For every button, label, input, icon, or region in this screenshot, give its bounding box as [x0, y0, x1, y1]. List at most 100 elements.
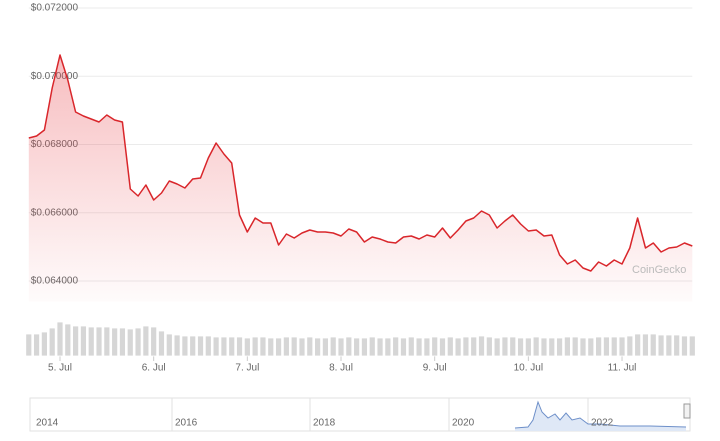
- volume-bar: [361, 337, 368, 357]
- volume-bar: [524, 337, 532, 357]
- volume-bar: [126, 328, 134, 357]
- x-tick-label: 7. Jul: [235, 363, 259, 374]
- watermark: CoinGecko: [632, 264, 686, 276]
- volume-bar: [228, 336, 236, 357]
- volume-bar: [579, 337, 587, 357]
- volume-bar: [337, 337, 345, 357]
- plot: $0.064000$0.066000$0.068000$0.070000$0.0…: [25, 3, 696, 374]
- volume-bar: [220, 336, 228, 357]
- navigator-label: 2014: [36, 418, 59, 429]
- volume-bar: [626, 335, 634, 357]
- volume-bar: [314, 337, 321, 357]
- volume-bar: [423, 337, 431, 357]
- volume-bar: [165, 333, 173, 357]
- volume-bar: [243, 337, 251, 357]
- y-tick-label: $0.072000: [31, 3, 79, 14]
- volume-bar: [368, 336, 376, 357]
- volume-bar: [392, 336, 400, 357]
- volume-bar: [431, 336, 439, 357]
- navigator-area: [515, 402, 686, 431]
- volume-bar: [556, 337, 563, 357]
- volume-bar: [33, 333, 40, 357]
- volume-bar: [345, 336, 353, 357]
- volume-bar: [306, 336, 314, 357]
- volume-bar: [80, 325, 87, 357]
- price-line: [28, 54, 693, 272]
- volume-bar: [415, 337, 423, 357]
- volume-bar: [548, 337, 556, 357]
- price-area: [28, 55, 693, 302]
- volume-bar: [407, 336, 415, 357]
- volume-bar: [329, 336, 337, 357]
- volume-bar: [657, 334, 665, 357]
- navigator: 2014 2016 2018 2020 2022: [29, 397, 691, 432]
- volume-bar: [95, 326, 103, 357]
- volume-bar: [134, 327, 142, 357]
- volume-bar: [649, 333, 657, 357]
- volume-bar: [40, 331, 48, 357]
- volume-bar: [563, 336, 571, 357]
- volume-bar: [665, 334, 673, 357]
- volume-bar: [197, 335, 204, 357]
- volume-bar: [72, 325, 80, 357]
- volume-bar: [150, 326, 158, 357]
- volume-bar: [688, 335, 696, 357]
- volume-bar: [119, 327, 126, 357]
- volume-bar: [540, 337, 548, 357]
- volume-bar: [259, 336, 267, 357]
- volume-bar: [595, 336, 603, 357]
- volume-bar: [353, 337, 361, 357]
- volume-bar: [298, 337, 306, 357]
- volume-bar: [571, 336, 579, 357]
- navigator-handle[interactable]: [683, 403, 691, 419]
- volume-bar: [282, 336, 290, 357]
- volume-bar: [485, 336, 493, 357]
- volume-bar: [634, 333, 642, 357]
- volume-bar: [509, 336, 517, 357]
- volume-bar: [478, 335, 485, 357]
- volume-bar: [181, 335, 189, 357]
- volume-bar: [454, 337, 462, 357]
- volume-bar: [493, 337, 501, 357]
- volume-bar: [64, 323, 72, 357]
- volume-bar: [204, 335, 212, 357]
- volume-bar: [48, 327, 56, 357]
- volume-bar: [212, 336, 220, 357]
- volume-bar: [642, 333, 649, 357]
- volume-bar: [618, 336, 626, 357]
- volume-bar: [673, 334, 681, 357]
- volume-bar: [517, 337, 524, 357]
- volume-bar: [56, 321, 64, 357]
- navigator-label: 2016: [175, 418, 198, 429]
- volume-bar: [603, 336, 610, 357]
- volume-bar: [158, 330, 165, 357]
- volume-bar: [267, 337, 275, 357]
- volume-bar: [446, 336, 454, 357]
- volume-bar: [439, 337, 446, 357]
- x-tick-label: 10. Jul: [514, 363, 543, 374]
- navigator-label: 2018: [313, 418, 336, 429]
- volume-bar: [236, 336, 243, 357]
- navigator-line: [514, 400, 687, 429]
- volume-bar: [290, 336, 298, 357]
- volume-bar: [462, 336, 470, 357]
- volume-bar: [275, 337, 282, 357]
- x-tick-label: 6. Jul: [142, 363, 166, 374]
- volume-bar: [111, 327, 119, 357]
- volume-bar: [384, 337, 392, 357]
- x-tick-label: 9. Jul: [423, 363, 447, 374]
- volume-bar: [25, 333, 33, 357]
- volume-bar: [400, 337, 407, 357]
- x-tick-label: 8. Jul: [329, 363, 353, 374]
- volume-bar: [142, 325, 150, 357]
- x-tick-label: 11. Jul: [608, 363, 637, 374]
- volume-bar: [501, 336, 509, 357]
- volume-bar: [470, 336, 478, 357]
- volume-bar: [532, 336, 540, 357]
- volume-bar: [173, 334, 181, 357]
- volume-bar: [251, 336, 259, 357]
- navigator-label: 2022: [591, 418, 614, 429]
- volume-bar: [610, 336, 618, 357]
- volume-bar: [587, 337, 595, 357]
